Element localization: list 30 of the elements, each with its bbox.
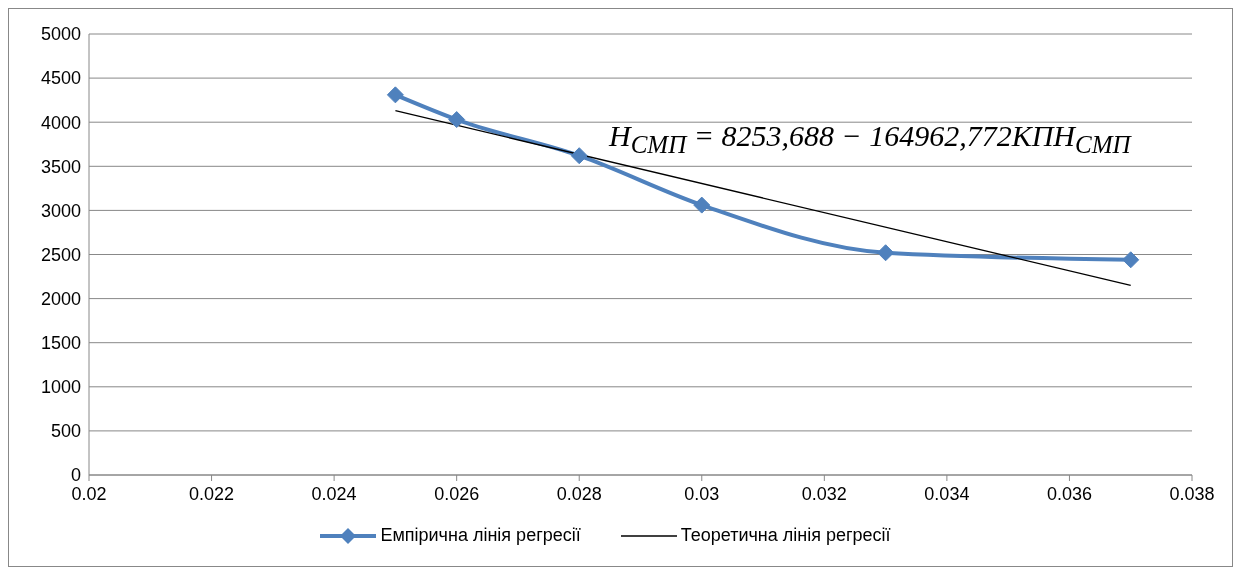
x-tick-label: 0.03: [684, 483, 720, 504]
y-tick-label: 4000: [40, 112, 81, 133]
x-tick-label: 0.02: [71, 483, 107, 504]
y-tick-label: 5000: [40, 24, 81, 45]
x-tick-label: 0.034: [924, 483, 970, 504]
y-tick-label: 2000: [40, 288, 81, 309]
y-tick-label: 0: [70, 465, 81, 486]
legend-label: Теоретична лінія регресії: [680, 525, 891, 546]
point: [693, 196, 711, 214]
point: [1122, 251, 1140, 269]
y-tick-label: 1000: [40, 377, 81, 398]
legend-label: Емпірична лінія регресії: [380, 525, 581, 546]
y-tick-label: 2500: [40, 244, 81, 265]
x-tick-label: 0.022: [189, 483, 235, 504]
y-tick-label: 4500: [40, 68, 81, 89]
x-tick-label: 0.036: [1046, 483, 1092, 504]
x-tick-label: 0.024: [311, 483, 357, 504]
y-tick-label: 3500: [40, 156, 81, 177]
point: [877, 244, 895, 262]
x-tick-label: 0.038: [1169, 483, 1215, 504]
x-tick-label: 0.028: [556, 483, 602, 504]
point: [448, 111, 466, 129]
point: [386, 86, 404, 104]
y-tick-label: 500: [50, 421, 81, 442]
y-tick-label: 3000: [40, 200, 81, 221]
x-tick-label: 0.026: [434, 483, 480, 504]
annotation: Н$_{СМП}$ = 8253,688 − 164962,772КПН$_{СМП}$: [609, 119, 1131, 159]
x-tick-label: 0.032: [801, 483, 847, 504]
point: [570, 147, 588, 165]
y-tick-label: 1500: [40, 333, 81, 354]
